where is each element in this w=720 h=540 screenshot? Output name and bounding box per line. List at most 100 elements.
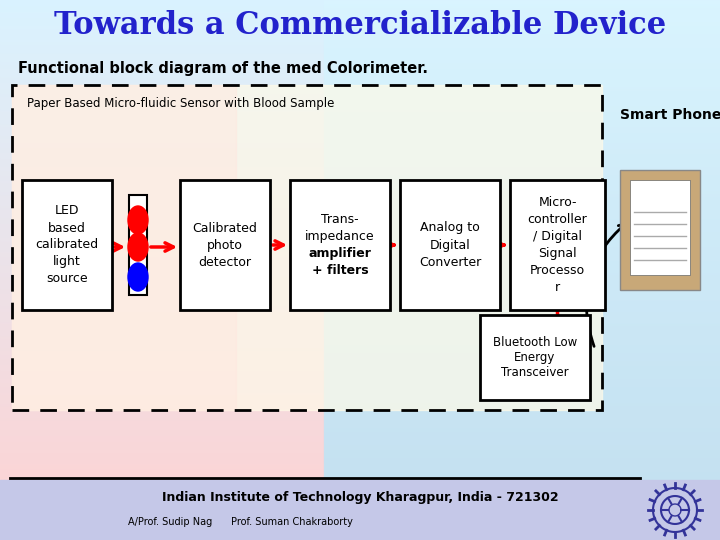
Bar <box>0 483 720 484</box>
Bar <box>324 34 720 35</box>
Bar <box>0 114 720 115</box>
Bar <box>324 111 720 112</box>
Bar <box>324 243 720 244</box>
Bar <box>0 280 720 281</box>
Bar <box>324 55 720 56</box>
Bar <box>324 411 720 412</box>
Bar <box>324 139 720 140</box>
Bar <box>0 35 720 36</box>
Bar <box>0 145 720 146</box>
Bar <box>324 162 720 163</box>
Bar <box>324 133 720 134</box>
Bar <box>0 468 720 469</box>
Bar <box>0 422 720 423</box>
Bar <box>0 376 720 377</box>
Bar <box>324 284 720 285</box>
Bar <box>0 310 720 311</box>
Bar <box>324 169 720 170</box>
Ellipse shape <box>128 206 148 234</box>
Bar <box>324 191 720 192</box>
Bar <box>0 530 720 531</box>
Bar <box>0 293 720 294</box>
Bar <box>0 407 720 408</box>
Bar <box>324 471 720 472</box>
Bar <box>0 276 720 277</box>
Bar <box>324 51 720 52</box>
Bar <box>0 351 720 352</box>
Bar <box>0 188 720 189</box>
Bar <box>324 192 720 193</box>
Bar <box>324 301 720 302</box>
Bar <box>0 448 720 449</box>
Bar <box>324 425 720 426</box>
Bar <box>0 110 720 111</box>
Bar <box>0 536 720 537</box>
Bar <box>324 511 720 512</box>
Bar <box>0 368 720 369</box>
Bar <box>324 377 720 378</box>
Bar <box>324 77 720 78</box>
Bar <box>324 289 720 290</box>
Bar <box>0 61 720 62</box>
Bar <box>324 445 720 446</box>
Bar <box>324 436 720 437</box>
Bar <box>324 242 720 243</box>
Bar <box>0 520 720 521</box>
Bar <box>324 280 720 281</box>
Bar <box>0 148 720 149</box>
Bar <box>324 386 720 387</box>
Bar <box>324 314 720 315</box>
Bar <box>0 172 720 173</box>
Bar <box>324 224 720 225</box>
Bar <box>324 517 720 518</box>
Bar <box>0 350 720 351</box>
Bar <box>0 398 720 399</box>
Bar <box>324 327 720 328</box>
Bar <box>0 155 720 156</box>
Bar <box>0 190 720 191</box>
Text: + filters: + filters <box>312 264 369 277</box>
Bar <box>0 315 720 316</box>
Bar <box>180 180 270 310</box>
Bar <box>324 372 720 373</box>
Bar <box>0 503 720 504</box>
Bar <box>324 207 720 208</box>
Bar <box>0 160 720 161</box>
Bar <box>324 455 720 456</box>
Bar <box>324 518 720 519</box>
Bar <box>324 298 720 299</box>
Bar <box>0 335 720 336</box>
Bar <box>0 55 720 56</box>
Bar <box>0 256 720 257</box>
Bar <box>324 16 720 17</box>
Bar <box>0 41 720 42</box>
Bar <box>0 261 720 262</box>
Bar <box>324 272 720 273</box>
Bar <box>0 199 720 200</box>
Bar <box>0 167 720 168</box>
Bar <box>324 181 720 182</box>
Bar <box>0 428 720 429</box>
Bar <box>0 162 720 163</box>
Bar <box>0 438 720 439</box>
Bar <box>0 501 720 502</box>
Bar <box>324 442 720 443</box>
Bar <box>324 401 720 402</box>
Bar <box>324 263 720 264</box>
Bar <box>324 434 720 435</box>
Bar <box>324 449 720 450</box>
Bar <box>0 465 720 466</box>
Bar <box>0 278 720 279</box>
Bar <box>324 95 720 96</box>
Bar <box>0 324 720 325</box>
Bar <box>0 285 720 286</box>
Bar <box>324 402 720 403</box>
Bar <box>0 258 720 259</box>
Bar <box>0 238 720 239</box>
Bar <box>324 151 720 152</box>
Bar <box>324 36 720 37</box>
Bar <box>324 539 720 540</box>
Bar <box>0 429 720 430</box>
Bar <box>324 444 720 445</box>
Bar <box>324 441 720 442</box>
